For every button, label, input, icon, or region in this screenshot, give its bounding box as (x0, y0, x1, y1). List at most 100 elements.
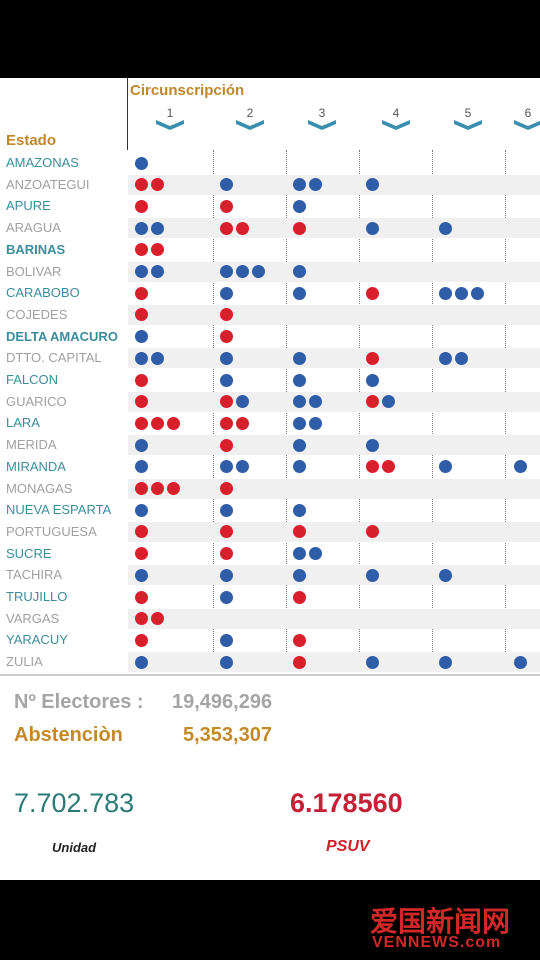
seat-dot (220, 351, 233, 365)
column-chevron (308, 120, 336, 130)
seat-dot (220, 633, 233, 647)
state-name: PORTUGUESA (6, 523, 97, 539)
seat-dot (236, 395, 249, 409)
seat-dot (135, 373, 148, 387)
seat-dot (135, 655, 148, 669)
seat-dot (309, 547, 322, 561)
seat-dot (220, 503, 233, 517)
unidad-logo: Unidad (52, 840, 97, 855)
state-name: GUARICO (6, 393, 67, 409)
seat-dot (293, 568, 306, 582)
seat-dot (236, 460, 249, 474)
seat-dot (135, 438, 148, 452)
seat-dot (293, 547, 306, 561)
column-number: 2 (246, 106, 254, 120)
state-name: ZULIA (6, 654, 43, 670)
seat-dot (135, 547, 148, 561)
seat-dot (220, 655, 233, 669)
seat-dot (439, 568, 452, 582)
seat-dot (135, 243, 148, 257)
seat-dot (135, 633, 148, 647)
seat-dot (135, 265, 148, 278)
seat-dot (293, 416, 306, 430)
seat-dot (135, 178, 148, 192)
seat-dot (366, 525, 379, 539)
seat-dot (220, 373, 233, 387)
state-name: VARGAS (6, 610, 60, 626)
seat-dot (135, 308, 148, 322)
seat-dot (293, 351, 306, 365)
seat-dot (366, 178, 379, 192)
state-name: BOLIVAR (6, 263, 62, 279)
seat-dot (293, 525, 306, 539)
seat-dot (135, 330, 148, 344)
state-name: ARAGUA (6, 220, 61, 236)
seat-dot (220, 221, 233, 235)
column-number: 4 (392, 106, 400, 120)
seat-dot (135, 351, 148, 365)
watermark-site: VENNEWS.com (372, 934, 502, 951)
state-name: APURE (6, 198, 51, 214)
row-stripe (128, 261, 540, 282)
seat-dot (293, 395, 306, 409)
seat-dot (293, 221, 306, 235)
seat-dot (236, 265, 249, 278)
seat-dot (220, 460, 233, 474)
state-name: AMAZONAS (6, 155, 79, 170)
seat-dot (309, 178, 322, 192)
seat-dot (220, 438, 233, 452)
infographic: Circunscripción Estado Nº Electores : 19… (0, 78, 540, 880)
column-number: 5 (464, 106, 472, 120)
seat-dot (220, 547, 233, 561)
row-stripe (128, 391, 540, 412)
state-name: YARACUY (6, 632, 68, 648)
row-stripe (128, 652, 540, 673)
seat-dot (135, 525, 148, 539)
seat-dot (236, 221, 249, 235)
state-name: NUEVA ESPARTA (6, 502, 112, 518)
column-chevron (236, 120, 264, 130)
seat-dot (220, 590, 233, 604)
seat-dot (220, 308, 233, 322)
state-name: COJEDES (6, 306, 68, 322)
seat-dot (366, 460, 379, 474)
seat-dot (366, 655, 379, 669)
seat-dot (366, 221, 379, 235)
seat-dot (135, 590, 148, 604)
seat-dot (471, 286, 484, 300)
seat-dot (293, 633, 306, 647)
seat-dot (151, 265, 164, 278)
column-number: 1 (166, 106, 174, 120)
seat-dot (220, 395, 233, 409)
seat-dot (293, 199, 306, 213)
seat-dot (220, 568, 233, 582)
seat-dot (293, 373, 306, 387)
state-name: MERIDA (6, 437, 57, 453)
seat-dot (293, 503, 306, 517)
seat-dot (382, 395, 395, 409)
column-chevron (454, 120, 482, 130)
row-stripe (128, 565, 540, 586)
state-name: SUCRE (6, 545, 52, 561)
column-chevron (156, 120, 184, 130)
row-stripe (128, 608, 540, 629)
seat-dot (167, 482, 180, 495)
header-divider (127, 78, 128, 150)
column-chevron (514, 120, 540, 130)
seat-dot (309, 395, 322, 409)
seat-dot (293, 590, 306, 604)
seat-dot (252, 265, 265, 278)
seat-dot (309, 416, 322, 430)
seat-dot (151, 351, 164, 365)
state-name: BARINAS (6, 241, 66, 257)
state-name: DTTO. CAPITAL (6, 350, 102, 366)
seat-dot (151, 221, 164, 235)
seat-dot (135, 482, 148, 495)
electores-value: 19,496,296 (172, 691, 273, 713)
seat-dot (151, 482, 164, 495)
seat-dot (382, 460, 395, 474)
seat-dot (135, 612, 148, 626)
seat-dot (135, 156, 148, 170)
seat-dot (135, 416, 148, 430)
